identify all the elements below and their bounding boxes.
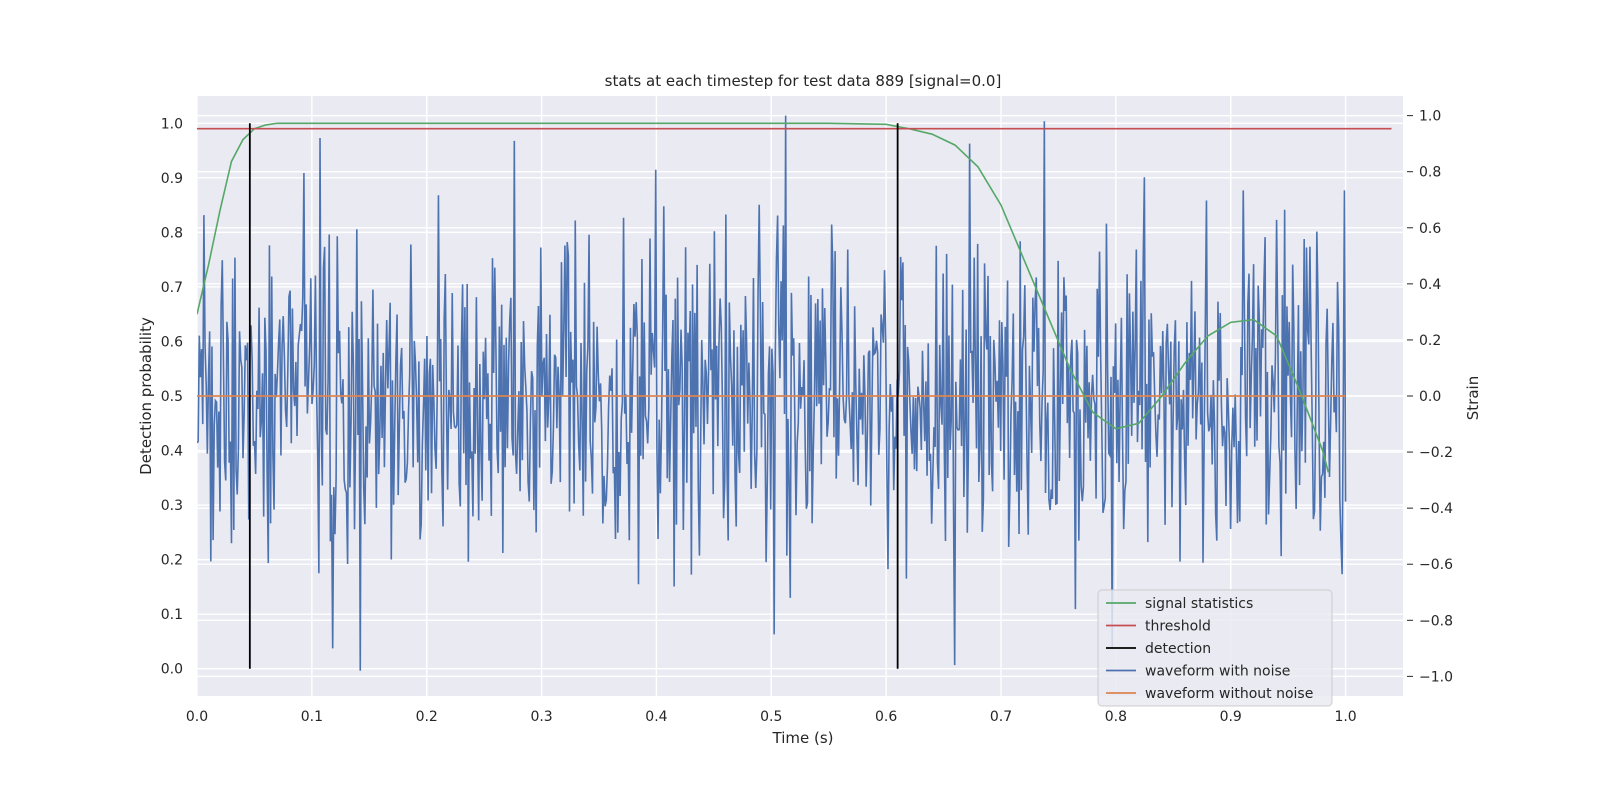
x-tick-label: 1.0 <box>1334 709 1356 725</box>
chart-title: stats at each timestep for test data 889… <box>605 72 1002 90</box>
y2-tick-label: −0.4 <box>1419 501 1453 517</box>
y2-tick-label: 0.4 <box>1419 277 1441 293</box>
x-tick-label: 0.6 <box>875 709 897 725</box>
legend-entry: signal statistics <box>1145 596 1253 612</box>
y-tick-label: 1.0 <box>161 116 183 132</box>
y-tick-label: 0.6 <box>161 334 183 350</box>
x-axis-title: Time (s) <box>772 729 834 747</box>
y-tick-label: 0.5 <box>161 389 183 405</box>
x-tick-label: 0.4 <box>645 709 667 725</box>
y-tick-label: 0.4 <box>161 444 183 460</box>
series-signal-statistics <box>197 122 1330 473</box>
y2-tick-label: 0.2 <box>1419 333 1441 349</box>
x-tick-label: 0.9 <box>1220 709 1242 725</box>
x-tick-label: 0.0 <box>186 709 208 725</box>
y2-tick-label: 1.0 <box>1419 109 1441 125</box>
y-tick-label: 0.0 <box>161 662 183 678</box>
x-tick-label: 0.5 <box>760 709 782 725</box>
y2-tick-label: −1.0 <box>1419 669 1453 685</box>
x-tick-label: 0.3 <box>530 709 552 725</box>
legend-entry: detection <box>1145 641 1211 657</box>
y-tick-label: 0.7 <box>161 280 183 296</box>
y-tick-label: 0.2 <box>161 553 183 569</box>
y2-axis-ticks: −1.0 −0.8 −0.6 −0.4 −0.2 0.0 0.2 0.4 0.6 0.8 1.0 <box>1407 109 1453 685</box>
x-tick-label: 0.7 <box>990 709 1012 725</box>
legend: signal statistics threshold detection wavef… <box>1097 589 1333 707</box>
legend-entry: threshold <box>1145 619 1211 635</box>
y-tick-label: 0.1 <box>161 607 183 623</box>
y2-tick-label: −0.2 <box>1419 445 1453 461</box>
x-tick-label: 0.1 <box>301 709 323 725</box>
y-tick-label: 0.3 <box>161 498 183 514</box>
plot-series <box>197 115 1392 671</box>
x-tick-label: 0.8 <box>1105 709 1127 725</box>
y2-tick-label: 0.0 <box>1419 389 1441 405</box>
y2-tick-label: 0.6 <box>1419 221 1441 237</box>
y-axis-ticks: 0.0 0.1 0.2 0.3 0.4 0.5 0.6 0.7 0.8 0.9 1.0 <box>161 116 183 677</box>
y2-tick-label: 0.8 <box>1419 165 1441 181</box>
y-axis-title: Detection probability <box>137 317 155 475</box>
y2-tick-label: −0.6 <box>1419 557 1453 573</box>
y2-axis-title: Strain <box>1464 376 1482 420</box>
x-axis-ticks: 0.0 0.1 0.2 0.3 0.4 0.5 0.6 0.7 0.8 0.9 1.0 <box>186 709 1357 725</box>
y-tick-label: 0.8 <box>161 225 183 241</box>
x-tick-label: 0.2 <box>416 709 438 725</box>
legend-entry: waveform with noise <box>1145 664 1290 680</box>
legend-entry: waveform without noise <box>1145 686 1313 702</box>
legend-box <box>1097 589 1333 707</box>
y2-tick-label: −0.8 <box>1419 613 1453 629</box>
y-tick-label: 0.9 <box>161 171 183 187</box>
series-waveform-with-noise <box>197 115 1347 671</box>
